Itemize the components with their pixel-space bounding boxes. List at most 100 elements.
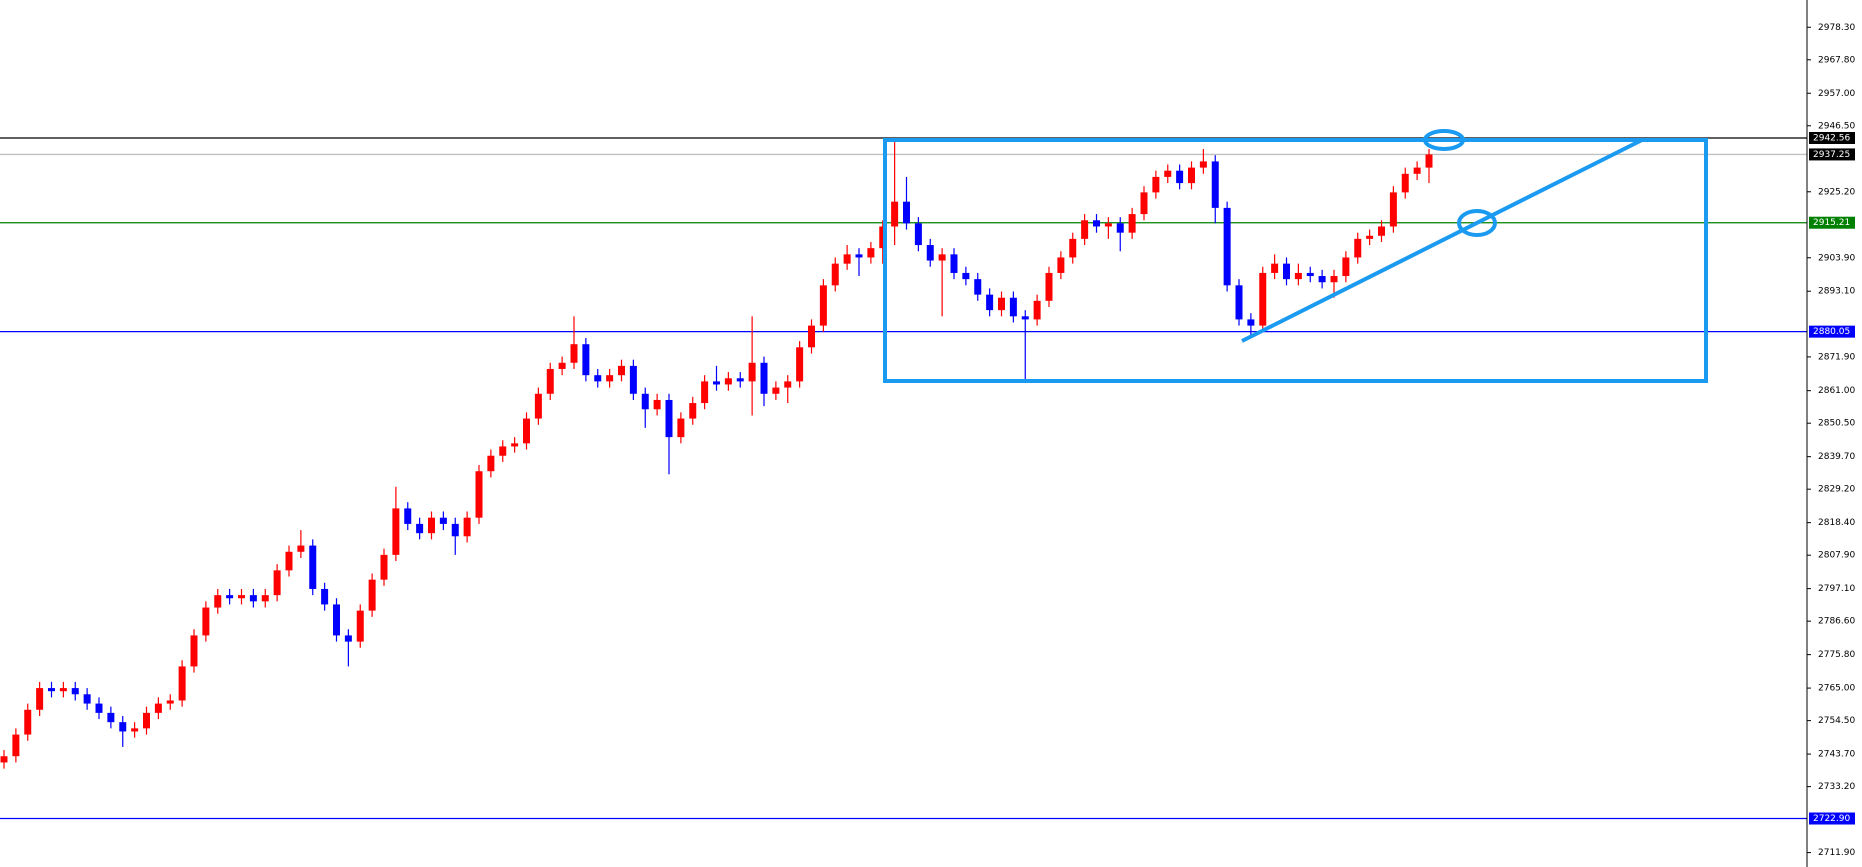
candle-body <box>701 381 709 404</box>
candle-body <box>451 523 459 537</box>
candle-body <box>831 263 839 286</box>
y-tick-label: 2839.70 <box>1818 452 1855 462</box>
candle-body <box>1093 220 1100 227</box>
candle-body <box>736 378 744 382</box>
price-label-box <box>1809 131 1855 144</box>
candle-body <box>1164 170 1172 177</box>
y-tick-label: 2893.10 <box>1818 287 1855 297</box>
candle-body <box>653 399 661 410</box>
candle-body <box>95 703 103 713</box>
candle-body <box>819 285 827 326</box>
candle-body <box>1413 167 1421 174</box>
candle-body <box>986 294 994 311</box>
candle-body <box>1283 263 1290 280</box>
candle-body <box>356 610 364 642</box>
candle-body <box>416 523 424 534</box>
candle-body <box>1021 316 1029 320</box>
candle-body <box>1104 223 1112 227</box>
price-lines <box>0 137 1807 820</box>
candle-body <box>439 517 447 524</box>
candle-body <box>546 368 554 394</box>
candle-body <box>891 201 899 227</box>
candle-body <box>404 508 412 524</box>
candle-body <box>321 588 329 605</box>
candle-body <box>534 393 542 419</box>
y-tick-label: 2754.50 <box>1818 716 1855 726</box>
candle-body <box>1330 276 1338 283</box>
candle-body <box>1366 235 1374 239</box>
candle-body <box>570 344 578 363</box>
candle-body <box>214 595 222 608</box>
candle-body <box>962 272 970 280</box>
price-label-box <box>1809 216 1855 229</box>
candle-body <box>107 712 115 723</box>
candle-body <box>59 688 67 692</box>
candle-body <box>238 595 245 599</box>
candle-body <box>594 375 602 382</box>
candle-body <box>808 325 815 348</box>
candle-body <box>903 201 910 224</box>
candle-body <box>1188 167 1195 184</box>
y-tick-label: 2733.20 <box>1818 782 1855 792</box>
candle-body <box>178 666 186 701</box>
candle-body <box>926 245 934 261</box>
candle-body <box>285 551 293 571</box>
candle-body <box>273 570 281 596</box>
trend-line <box>1241 138 1643 343</box>
candle-body <box>796 347 804 382</box>
price-label-box <box>1809 148 1855 161</box>
candle-body <box>428 517 435 534</box>
y-tick-label: 2775.80 <box>1818 650 1855 660</box>
price-label: 2942.56 <box>1813 133 1850 143</box>
candle-body <box>297 545 305 552</box>
y-tick-label: 2711.90 <box>1818 848 1855 858</box>
candle-body <box>938 254 946 261</box>
candle-body <box>190 635 198 667</box>
candle-body <box>1176 170 1184 184</box>
axis-labels: 2978.30 2967.80 2957.00 2946.50 2925.20 2903.… <box>1807 23 1855 858</box>
candle-body <box>629 365 637 394</box>
candle-body <box>1354 238 1362 258</box>
candle-body <box>1425 154 1433 168</box>
candle-body <box>131 728 139 732</box>
candle-body <box>202 607 210 636</box>
y-tick-label: 2850.50 <box>1818 419 1855 429</box>
candle-body <box>1199 161 1207 168</box>
candle-body <box>249 595 257 602</box>
price-label: 2722.90 <box>1813 814 1850 824</box>
candle-body <box>1259 272 1267 326</box>
candles <box>0 138 1433 769</box>
candle-body <box>748 362 756 382</box>
price-label: 2880.05 <box>1813 327 1850 337</box>
candle-body <box>689 403 697 419</box>
y-tick-label: 2946.50 <box>1818 121 1855 131</box>
candle-body <box>1152 176 1160 193</box>
candle-body <box>499 446 507 456</box>
candle-body <box>784 381 792 388</box>
candle-body <box>333 604 340 636</box>
candle-body <box>665 399 673 438</box>
candle-body <box>855 254 863 258</box>
highlight-ellipse <box>1457 209 1497 237</box>
candle-body <box>368 579 376 611</box>
candle-body <box>1033 300 1041 320</box>
y-tick-label: 2765.00 <box>1818 684 1855 694</box>
candle-body <box>1401 173 1409 193</box>
candle-body <box>143 712 150 729</box>
candle-body <box>475 471 483 518</box>
candle-body <box>12 734 20 757</box>
y-tick-label: 2818.40 <box>1818 518 1855 528</box>
candle-body <box>713 381 720 385</box>
candle-body <box>1140 192 1148 215</box>
candle-body <box>344 635 352 642</box>
candle-body <box>71 688 79 695</box>
y-tick-label: 2967.80 <box>1818 55 1855 65</box>
candle-body <box>974 279 982 295</box>
candle-body <box>1211 161 1219 208</box>
candle-body <box>867 248 875 258</box>
candle-body <box>879 226 887 249</box>
candle-body <box>83 694 91 704</box>
candle-body <box>1116 223 1124 233</box>
candle-body <box>226 595 234 599</box>
